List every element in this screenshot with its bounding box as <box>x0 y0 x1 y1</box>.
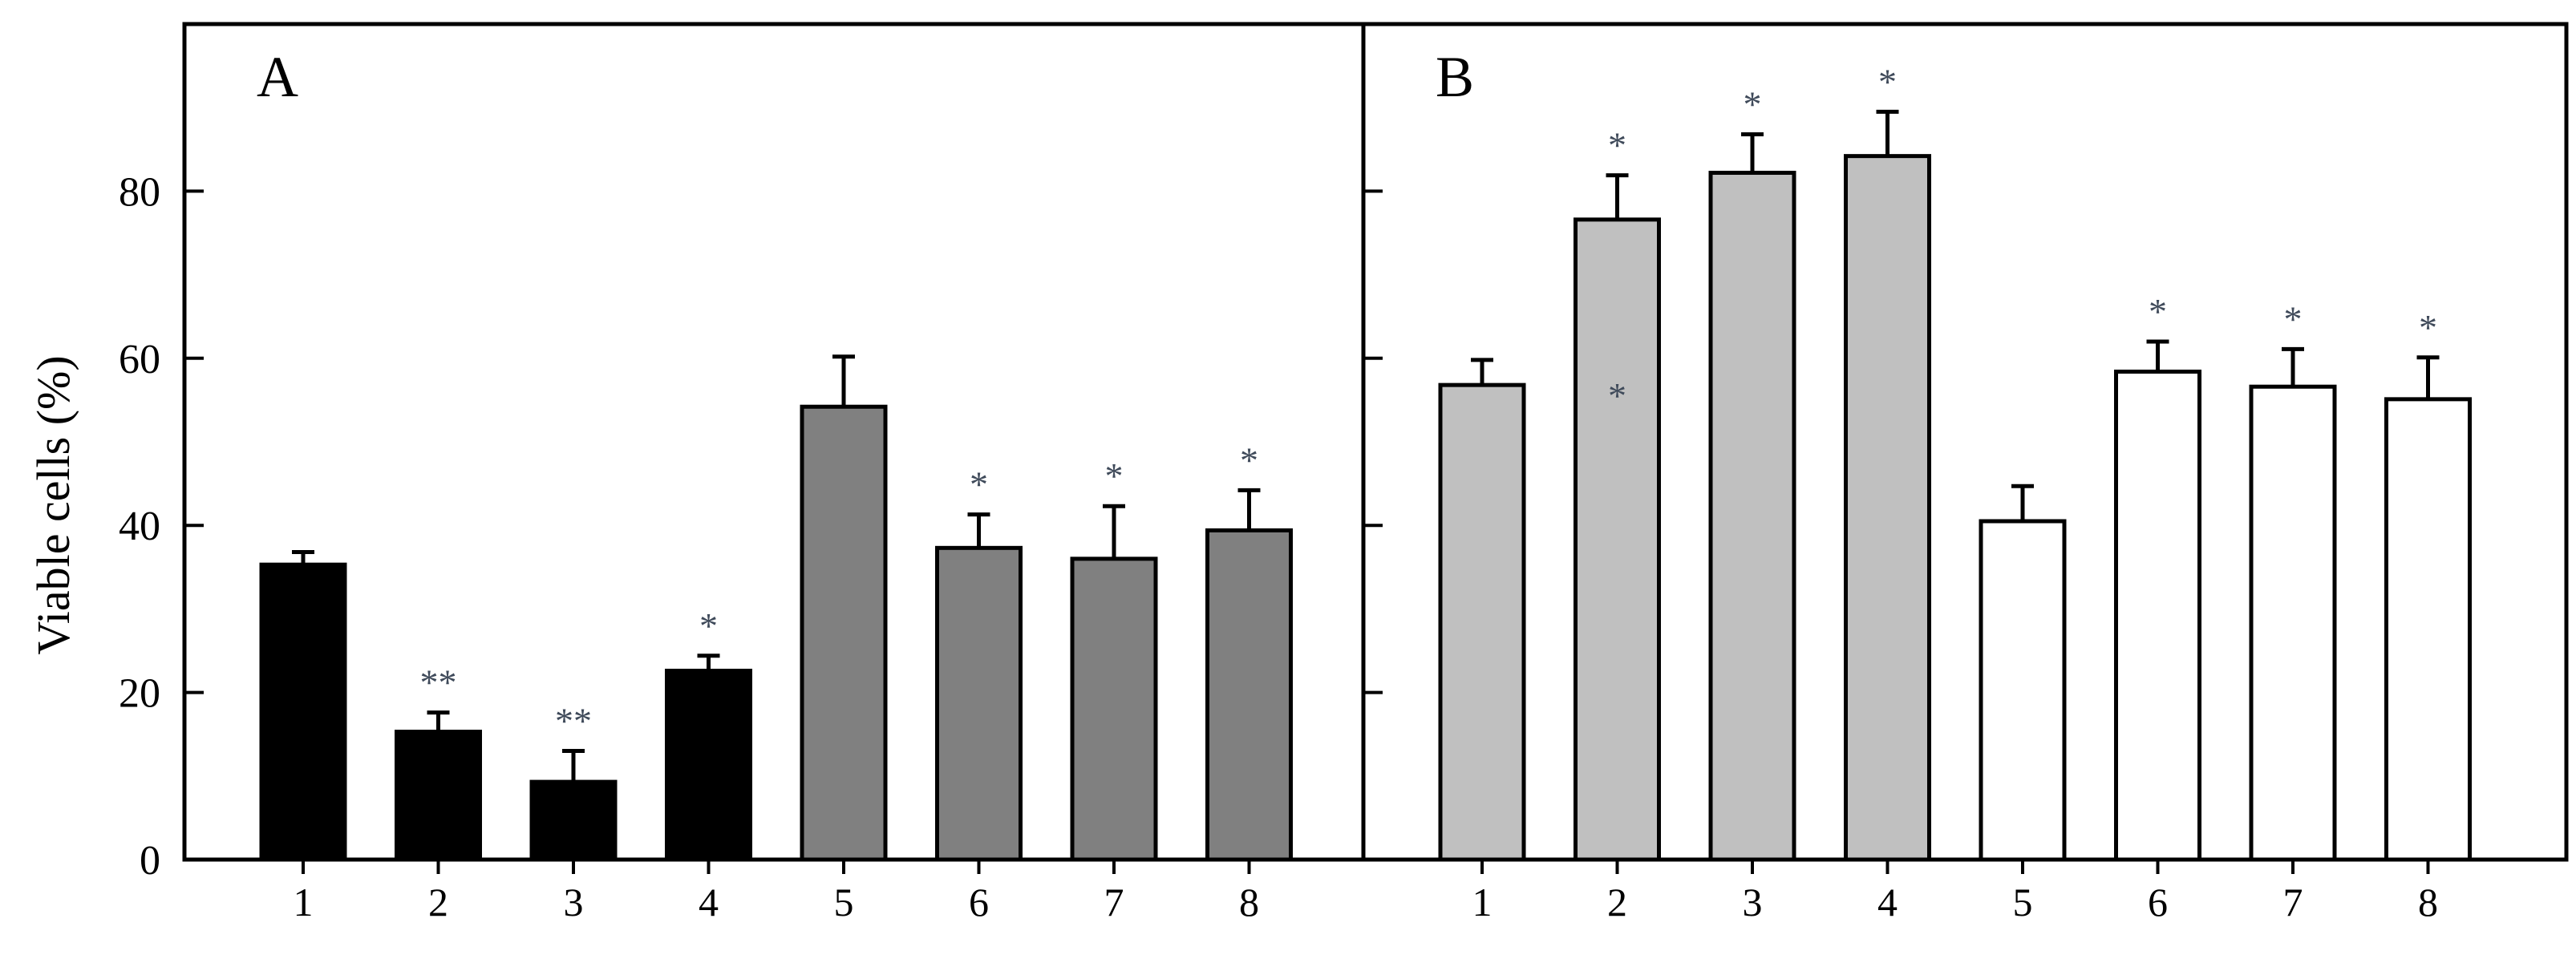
significance-marker: * <box>1744 84 1762 125</box>
bar <box>1574 217 1661 862</box>
x-tick-label: 2 <box>428 880 448 925</box>
bar <box>259 562 347 862</box>
panel-frame <box>1361 22 2569 862</box>
bar <box>1070 556 1158 862</box>
x-tick-label: 6 <box>969 880 989 925</box>
bar <box>1438 382 1526 862</box>
panel-label: B <box>1436 45 1474 109</box>
y-tick-label: 20 <box>119 671 160 717</box>
y-axis-label: Viable cells (%) <box>27 355 79 654</box>
significance-marker: * <box>1105 455 1124 496</box>
bar <box>800 404 888 862</box>
significance-marker: * <box>2284 298 2303 339</box>
significance-marker: * <box>1240 439 1258 480</box>
x-tick-label: 3 <box>564 880 584 925</box>
bar <box>2384 397 2472 862</box>
x-tick-label: 1 <box>294 880 314 925</box>
bar <box>665 669 752 862</box>
bar <box>935 545 1023 862</box>
bar <box>2249 384 2337 862</box>
chart-panel-b: B 1 2 * * 3 * 4 * 5 6 * 7 * 8 * <box>1361 22 2569 925</box>
x-tick-label: 1 <box>1472 880 1493 925</box>
bar <box>395 730 482 862</box>
x-tick-label: 8 <box>2418 880 2438 925</box>
x-tick-label: 7 <box>1104 880 1124 925</box>
significance-marker: * <box>2419 307 2437 348</box>
significance-marker: * <box>699 605 718 646</box>
significance-marker: * <box>1608 125 1626 166</box>
y-tick-label: 80 <box>119 169 160 215</box>
y-tick-label: 60 <box>119 337 160 382</box>
significance-marker: ** <box>420 662 457 703</box>
bar <box>2114 369 2201 862</box>
chart-panel-a: A 0 20 40 60 80 1 2 ** 3 ** 4 * 5 6 * 7 * 8 * <box>119 22 1366 925</box>
x-tick-label: 6 <box>2148 880 2168 925</box>
significance-marker: ** <box>555 701 592 742</box>
significance-marker: * <box>2149 291 2167 332</box>
significance-marker: * <box>1878 61 1897 102</box>
x-tick-label: 8 <box>1239 880 1259 925</box>
bar <box>1844 154 1931 862</box>
bar <box>1205 528 1293 862</box>
y-tick-label: 0 <box>140 838 160 884</box>
x-tick-label: 5 <box>2013 880 2033 925</box>
panel-label: A <box>257 45 298 109</box>
panel-frame <box>182 22 1366 862</box>
x-tick-label: 2 <box>1607 880 1627 925</box>
x-tick-label: 4 <box>699 880 719 925</box>
significance-marker-inner: * <box>1608 375 1626 416</box>
bar <box>529 779 618 862</box>
x-tick-label: 4 <box>1877 880 1898 925</box>
significance-marker: * <box>970 464 988 505</box>
bar <box>1708 170 1796 862</box>
x-tick-label: 3 <box>1743 880 1763 925</box>
y-tick-label: 40 <box>119 504 160 549</box>
x-tick-label: 7 <box>2283 880 2303 925</box>
bar <box>1979 519 2067 862</box>
x-tick-label: 5 <box>834 880 854 925</box>
